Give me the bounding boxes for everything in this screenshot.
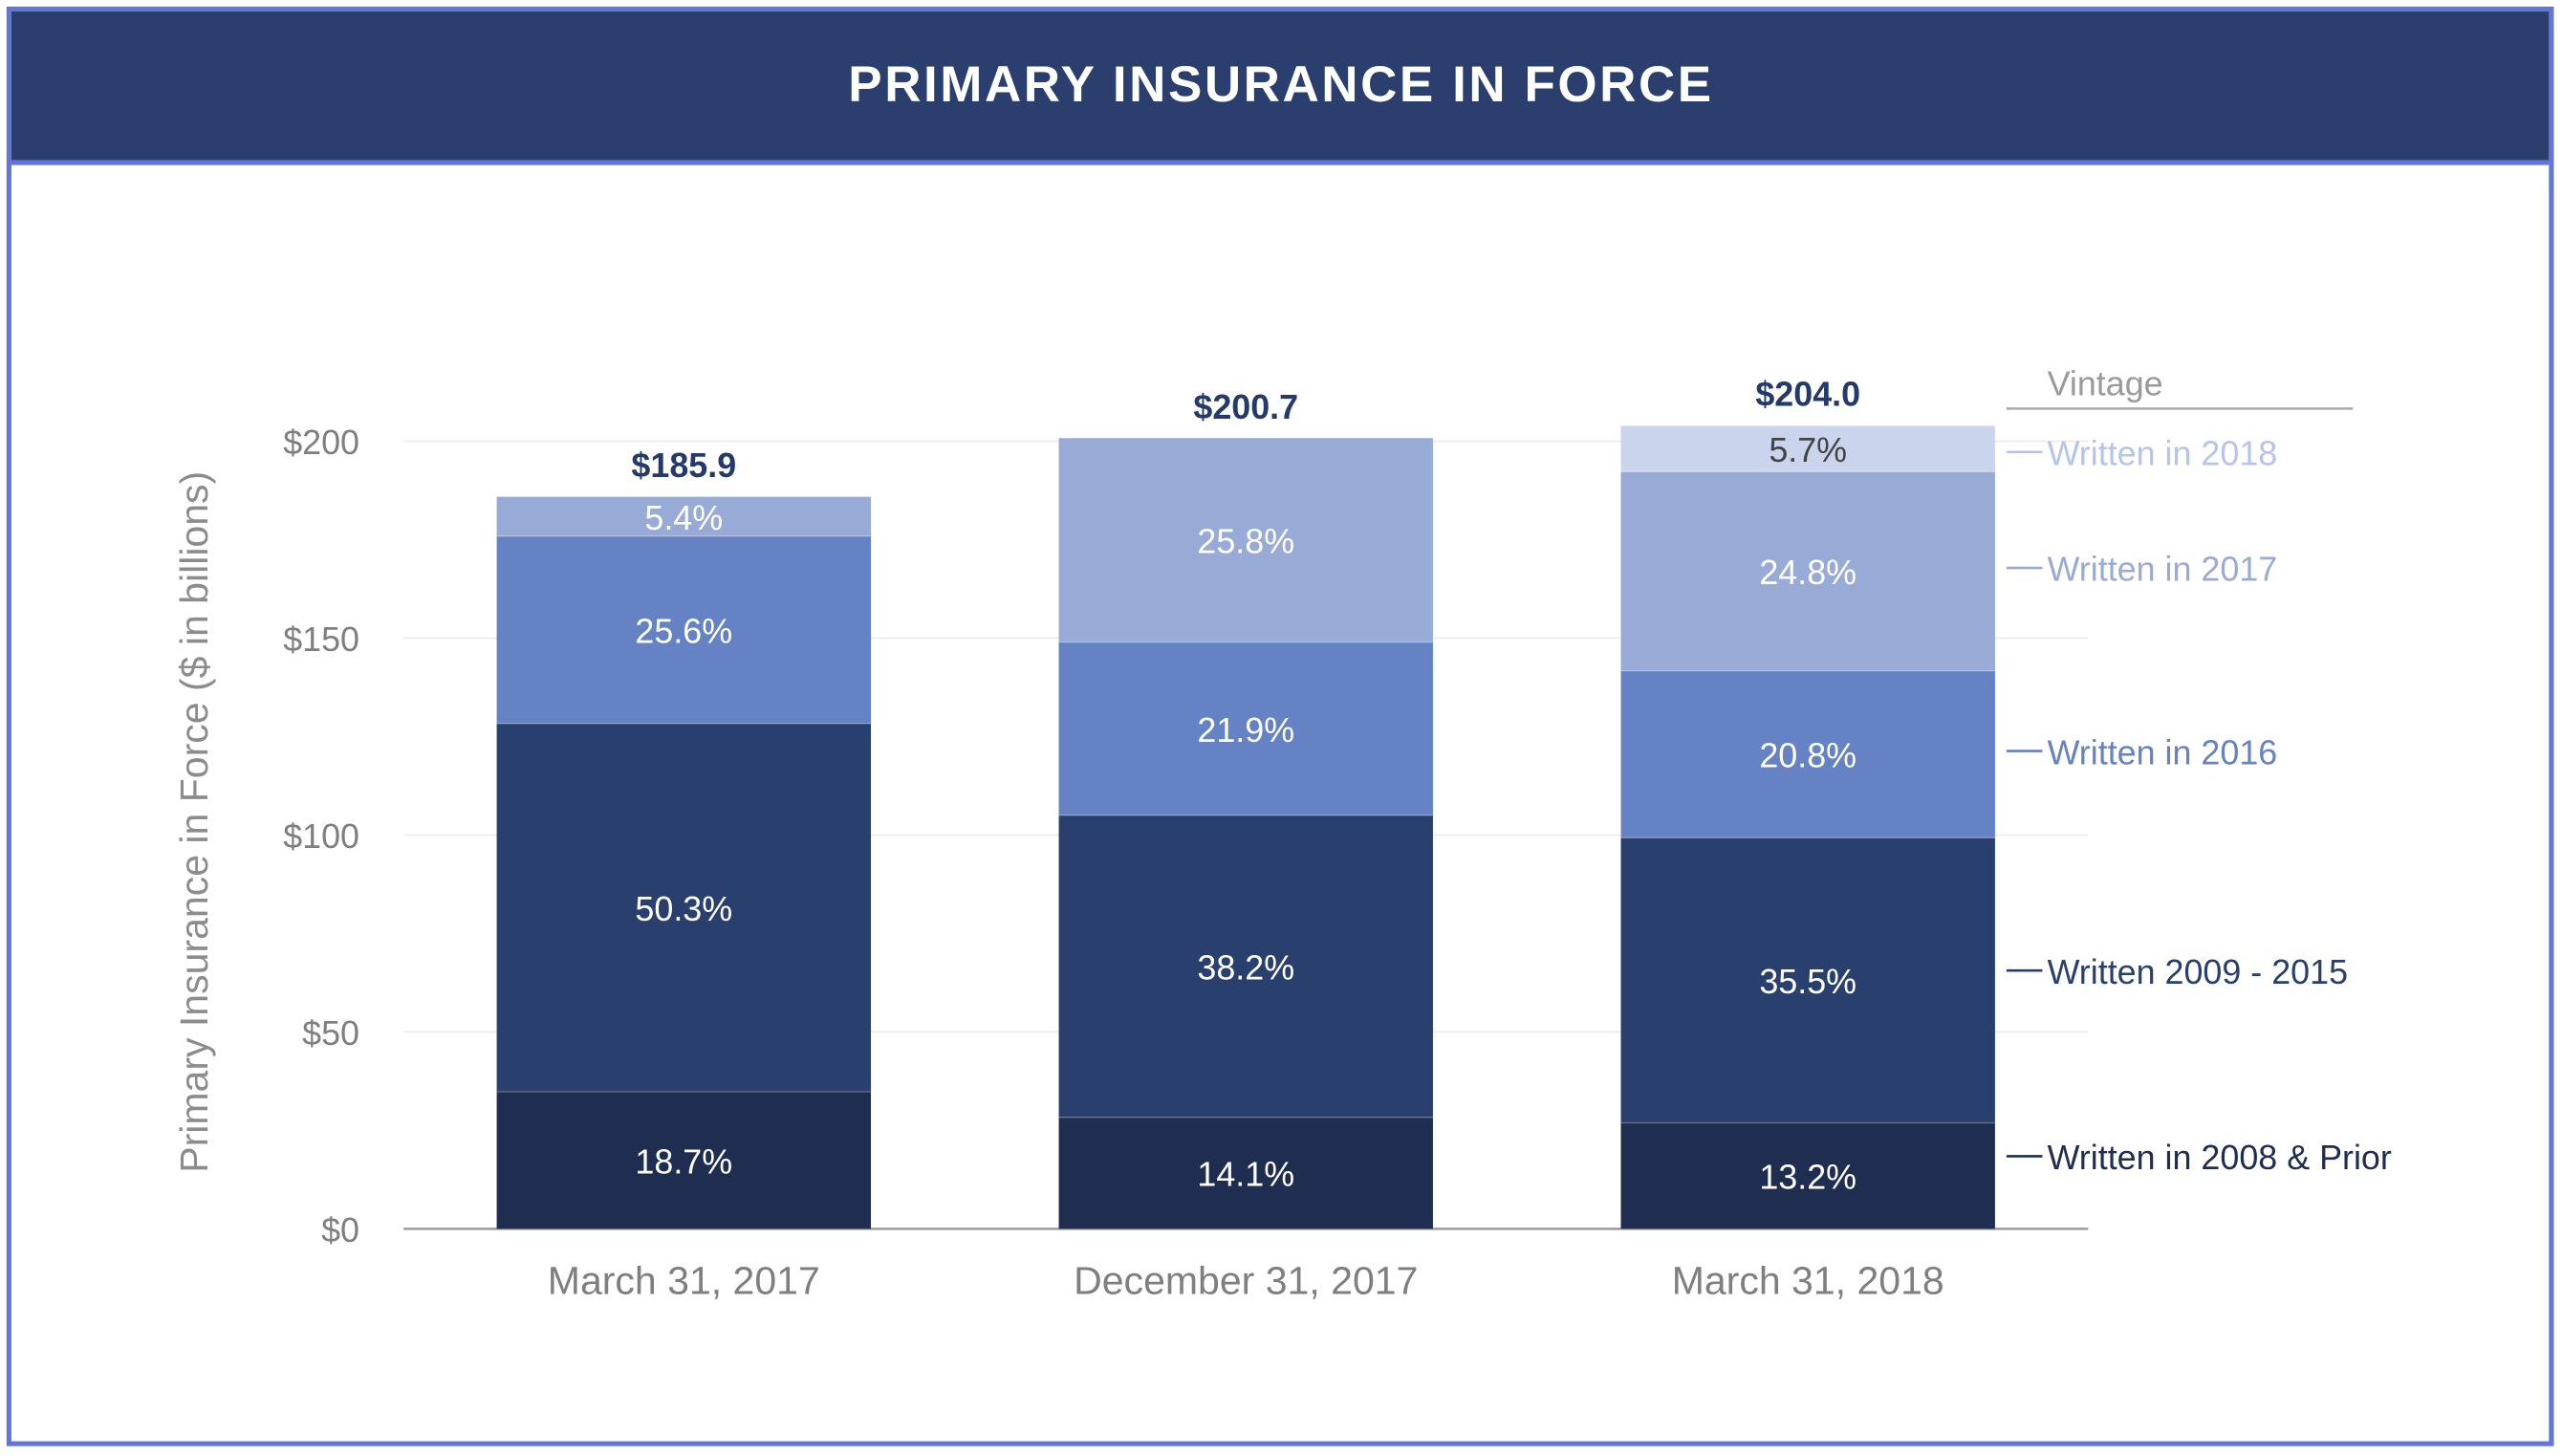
bar-segment <box>1058 641 1433 815</box>
bar-segment <box>1620 471 1995 671</box>
chart-title: PRIMARY INSURANCE IN FORCE <box>848 56 1713 113</box>
bar-segment <box>496 723 871 1093</box>
legend-title: Vintage <box>2048 365 2163 403</box>
legend-item: Written 2009 - 2015 <box>2048 953 2348 991</box>
bar-segment <box>496 496 871 536</box>
y-tick-label: $150 <box>283 620 359 659</box>
bar-segment <box>1620 425 1995 472</box>
segment-percent-label: 50.3% <box>635 890 732 928</box>
bar-segment <box>1058 815 1433 1118</box>
bar-total-label: $204.0 <box>1755 376 1860 414</box>
bar-segment <box>1058 438 1433 642</box>
segment-percent-label: 21.9% <box>1197 711 1294 750</box>
y-tick-label: $100 <box>283 817 359 856</box>
segment-percent-label: 38.2% <box>1197 948 1294 987</box>
bar-segment <box>496 1092 871 1229</box>
segment-percent-label: 18.7% <box>635 1142 732 1181</box>
segment-percent-label: 25.8% <box>1197 523 1294 561</box>
bar-segment <box>1620 837 1995 1123</box>
segment-percent-label: 25.6% <box>635 613 732 651</box>
bar-segment <box>1058 1117 1433 1229</box>
legend-item: Written in 2008 & Prior <box>2048 1139 2392 1177</box>
legend-item: Written in 2018 <box>2048 434 2278 472</box>
y-axis-label: Primary Insurance in Force ($ in billion… <box>172 471 216 1173</box>
bar-segment <box>496 535 871 724</box>
segment-percent-label: 14.1% <box>1197 1156 1294 1194</box>
legend-item: Written in 2016 <box>2048 733 2278 771</box>
bar-segment <box>1620 1122 1995 1229</box>
bar-total-label: $185.9 <box>631 446 736 485</box>
segment-percent-label: 20.8% <box>1759 737 1856 775</box>
segment-percent-label: 35.5% <box>1759 963 1856 1001</box>
y-tick-label: $200 <box>283 424 359 462</box>
segment-percent-label: 5.4% <box>644 499 723 537</box>
bar-total-label: $200.7 <box>1193 388 1298 426</box>
header-bar <box>11 11 2550 163</box>
x-tick-label: March 31, 2017 <box>548 1259 820 1303</box>
x-tick-label: March 31, 2018 <box>1672 1259 1944 1303</box>
y-tick-label: $0 <box>321 1211 359 1250</box>
legend-item: Written in 2017 <box>2048 551 2278 589</box>
y-tick-label: $50 <box>302 1014 359 1053</box>
segment-percent-label: 5.7% <box>1769 431 1847 469</box>
segment-percent-label: 24.8% <box>1759 554 1856 592</box>
x-tick-label: December 31, 2017 <box>1074 1259 1418 1303</box>
segment-percent-label: 13.2% <box>1759 1159 1856 1197</box>
bar-segment <box>1620 670 1995 838</box>
